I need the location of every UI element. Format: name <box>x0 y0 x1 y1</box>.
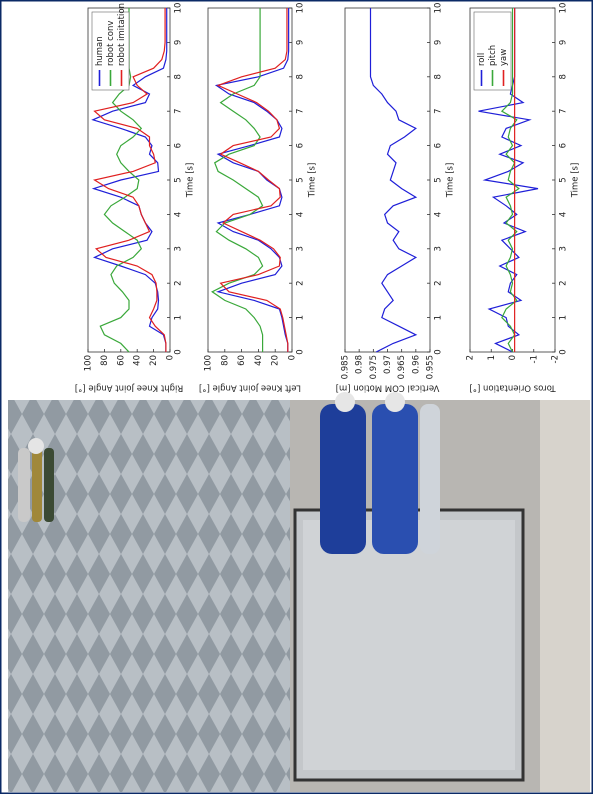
x-tick-label: 7 <box>559 108 569 113</box>
y-tick-label: 0.96 <box>411 355 421 374</box>
y-tick-label: -1 <box>529 355 539 363</box>
series-line <box>369 8 418 353</box>
x-tick-label: 2 <box>434 280 444 285</box>
x-tick-label: 2 <box>174 280 184 285</box>
x-tick-label: 10 <box>174 3 184 14</box>
y-tick-label: 100 <box>84 355 94 371</box>
x-tick-label: 1 <box>434 315 444 320</box>
legend-label: human <box>95 36 105 66</box>
x-axis-title: Time [s] <box>446 163 456 199</box>
x-tick-label: 0 <box>296 349 306 354</box>
x-tick-label: 8 <box>174 74 184 79</box>
x-tick-label: 5 <box>296 177 306 182</box>
y-tick-label: 0 <box>166 355 176 360</box>
series-line <box>92 8 167 352</box>
y-tick-label: -2 <box>551 355 561 363</box>
legend-box <box>91 11 130 91</box>
x-tick-label: 6 <box>174 143 184 148</box>
legend-label: robot imitation <box>117 3 127 66</box>
x-tick-label: 3 <box>174 246 184 251</box>
x-tick-label: 0 <box>434 349 444 354</box>
series-line <box>214 8 290 352</box>
x-tick-label: 3 <box>296 246 306 251</box>
x-axis-title: Time [s] <box>571 163 581 199</box>
y-tick-label: 60 <box>237 355 247 366</box>
x-tick-label: 6 <box>559 143 569 148</box>
y-tick-label: 0.955 <box>426 355 436 379</box>
plot-frame <box>207 7 293 353</box>
x-tick-label: 1 <box>174 315 184 320</box>
y-tick-label: 80 <box>100 355 110 366</box>
y-tick-label: 20 <box>149 355 159 366</box>
x-tick-label: 7 <box>296 108 306 113</box>
x-tick-label: 2 <box>296 280 306 285</box>
x-tick-label: 10 <box>559 3 569 14</box>
x-tick-label: 1 <box>296 315 306 320</box>
x-tick-label: 3 <box>559 246 569 251</box>
y-tick-label: 0.975 <box>369 355 379 379</box>
x-tick-label: 9 <box>434 40 444 45</box>
y-tick-label: 0.985 <box>341 355 351 379</box>
series-line <box>216 8 289 352</box>
series-line <box>91 8 168 352</box>
x-tick-label: 3 <box>434 246 444 251</box>
simulation-photo <box>8 400 290 792</box>
y-axis-title: Toros Orientation [°] <box>469 383 556 393</box>
x-axis-title: Time [s] <box>186 163 196 199</box>
x-axis-title: Time [s] <box>308 163 318 199</box>
x-tick-label: 4 <box>296 212 306 217</box>
x-tick-label: 8 <box>434 74 444 79</box>
x-tick-label: 5 <box>559 177 569 182</box>
x-tick-label: 6 <box>434 143 444 148</box>
y-tick-label: 40 <box>133 355 143 366</box>
x-tick-label: 4 <box>174 212 184 217</box>
y-tick-label: 100 <box>204 355 214 371</box>
x-tick-label: 7 <box>434 108 444 113</box>
x-tick-label: 0 <box>559 349 569 354</box>
y-tick-label: 0.965 <box>397 355 407 379</box>
series-line <box>500 8 520 353</box>
legend-label: yaw <box>499 49 509 66</box>
plot-frame <box>344 7 431 353</box>
x-tick-label: 4 <box>559 212 569 217</box>
x-tick-label: 9 <box>559 40 569 45</box>
y-axis-title: Left Knee Joint Angle [°] <box>199 383 301 393</box>
x-tick-label: 10 <box>296 3 306 14</box>
y-tick-label: 80 <box>220 355 230 366</box>
y-tick-label: 0.97 <box>383 355 393 374</box>
legend-box <box>473 11 512 91</box>
y-tick-label: 1 <box>487 355 497 360</box>
y-tick-label: 60 <box>116 355 126 366</box>
x-tick-label: 9 <box>174 40 184 45</box>
x-tick-label: 6 <box>296 143 306 148</box>
x-tick-label: 0 <box>174 349 184 354</box>
x-tick-label: 5 <box>174 177 184 182</box>
x-tick-label: 8 <box>559 74 569 79</box>
y-tick-label: 40 <box>254 355 264 366</box>
x-tick-label: 10 <box>434 3 444 14</box>
legend-label: robot conv <box>106 21 116 66</box>
y-axis-title: Vertical COM Motion [m] <box>336 383 440 393</box>
x-tick-label: 2 <box>559 280 569 285</box>
y-tick-label: 0 <box>508 355 518 360</box>
x-tick-label: 9 <box>296 40 306 45</box>
real-robot-photo <box>290 392 590 792</box>
x-tick-label: 7 <box>174 108 184 113</box>
y-axis-title: Right Knee Joint Angle [°] <box>75 383 183 393</box>
x-tick-label: 8 <box>296 74 306 79</box>
legend-label: pitch <box>488 45 498 66</box>
y-tick-label: 20 <box>271 355 281 366</box>
x-tick-label: 5 <box>434 177 444 182</box>
series-line <box>211 8 264 352</box>
y-tick-label: 2 <box>466 355 476 360</box>
x-tick-label: 1 <box>559 315 569 320</box>
y-tick-label: 0 <box>288 355 298 360</box>
y-tick-label: 0.98 <box>355 355 365 374</box>
x-tick-label: 4 <box>434 212 444 217</box>
legend-label: roll <box>477 53 487 66</box>
